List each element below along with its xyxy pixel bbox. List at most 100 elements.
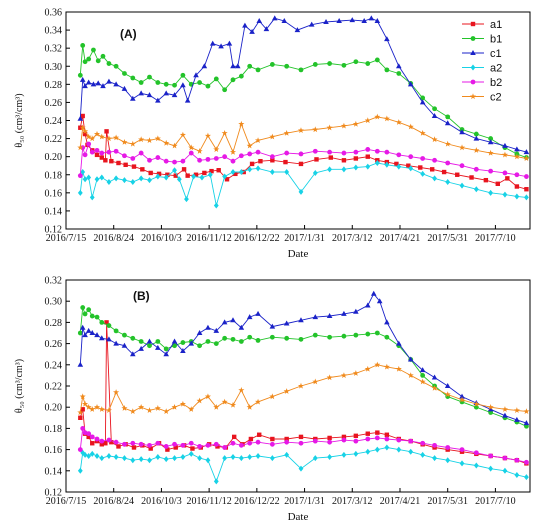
series-a1-point xyxy=(131,445,137,450)
series-c1-point xyxy=(384,319,390,325)
series-c1-point xyxy=(82,83,88,89)
series-c2-point xyxy=(255,137,262,143)
series-c2-point xyxy=(487,149,494,156)
series-c2-point xyxy=(340,372,347,378)
series-b2-point xyxy=(432,157,437,163)
series-c2-point xyxy=(238,387,245,393)
series-c1-point xyxy=(431,374,438,380)
series-b1-point xyxy=(341,62,347,68)
series-c1-point xyxy=(106,336,112,342)
series-b2-point xyxy=(188,150,194,156)
legend-label-b2: b2 xyxy=(490,77,502,89)
series-b2-point xyxy=(269,441,275,447)
series-a2-point xyxy=(163,174,169,181)
series-b1-point xyxy=(384,334,390,340)
series-b1-point xyxy=(77,330,83,336)
series-c1-point xyxy=(312,314,319,320)
series-c1-point xyxy=(361,18,368,24)
y-tick-label: 0.28 xyxy=(45,80,63,91)
y-tick-label: 0.14 xyxy=(45,466,63,477)
series-a2-point xyxy=(238,455,244,462)
series-b1-point xyxy=(163,346,169,352)
series-a2-point xyxy=(94,452,100,459)
series-b1-point xyxy=(113,328,119,334)
series-a2-point xyxy=(255,165,261,172)
series-c1-point xyxy=(242,22,248,28)
series-c1-point xyxy=(79,76,86,82)
series-a1-point xyxy=(233,171,238,177)
series-a2-line xyxy=(79,447,527,483)
series-a2-point xyxy=(312,455,318,462)
series-b1-point xyxy=(312,62,318,67)
series-a1-point xyxy=(483,177,489,183)
series-b1-point xyxy=(197,80,202,85)
series-c1-point xyxy=(155,97,161,103)
series-a2-point xyxy=(122,455,127,462)
series-c1-point xyxy=(77,115,84,121)
series-a1-point xyxy=(104,320,109,325)
series-c1-point xyxy=(113,340,119,346)
series-a2-point xyxy=(374,159,380,166)
y-tick-label: 0.12 xyxy=(45,225,63,236)
series-b2-point xyxy=(188,440,194,446)
series-a2-point xyxy=(374,446,380,453)
series-c2-point xyxy=(89,406,96,412)
series-b2-point xyxy=(365,436,371,442)
series-b2-point xyxy=(445,445,451,450)
series-c2-point xyxy=(82,128,89,134)
series-a2-point xyxy=(312,169,318,176)
series-a1-point xyxy=(283,159,288,165)
series-c1-point xyxy=(238,324,245,330)
series-a2-point xyxy=(365,448,371,455)
series-a2-point xyxy=(384,161,390,168)
series-a1-point xyxy=(375,430,380,435)
series-b1-point xyxy=(473,131,479,137)
legend: a1 b1 c1 a2 b2 c2 xyxy=(462,19,502,104)
series-a2-point xyxy=(353,164,359,171)
series-b1-point xyxy=(163,81,169,87)
series-b1-point xyxy=(213,76,219,82)
series-b1-point xyxy=(365,61,371,66)
series-c1-point xyxy=(85,79,92,85)
series-b2-point xyxy=(298,440,304,446)
series-b1-point xyxy=(284,63,290,69)
series-b2-point xyxy=(473,450,479,456)
series-b1-point xyxy=(222,335,228,341)
series-a1-point xyxy=(80,113,85,119)
y-tick-label: 0.18 xyxy=(45,424,63,435)
series-a1-point xyxy=(140,167,145,172)
series-b2-point xyxy=(247,151,253,157)
series-b2-point xyxy=(459,447,465,452)
x-tick-label: 2017/4/21 xyxy=(380,496,421,507)
x-tick-label: 2016/10/3 xyxy=(141,496,182,507)
series-b1-point xyxy=(230,336,236,342)
series-b1-point xyxy=(113,63,119,69)
series-c2-point xyxy=(312,126,319,133)
series-c2-point xyxy=(297,127,305,134)
series-c1-point xyxy=(269,323,276,329)
series-c2-point xyxy=(473,400,480,407)
series-a1-point xyxy=(165,447,170,452)
series-b1-point xyxy=(327,334,333,340)
series-a2-point xyxy=(524,474,529,481)
series-b1-line xyxy=(79,45,527,159)
series-a2-point xyxy=(473,462,479,469)
series-c2-point xyxy=(395,119,402,125)
series-b1-point xyxy=(94,314,100,320)
y-tick-label: 0.20 xyxy=(45,152,63,163)
series-c1-point xyxy=(368,15,375,21)
series-c1-point xyxy=(323,18,329,24)
series-a1-point xyxy=(365,154,370,159)
series-a1-point xyxy=(116,444,121,449)
series-a1-point xyxy=(231,434,237,440)
series-b1-point xyxy=(365,331,371,337)
series-a2-point xyxy=(82,451,88,458)
series-a1-point xyxy=(94,152,100,158)
series-b2-point xyxy=(77,447,83,452)
series-b2-point xyxy=(222,154,228,160)
series-a1-point xyxy=(455,172,460,177)
series-c1-point xyxy=(138,345,144,351)
series-a1-point xyxy=(190,446,195,451)
series-b2-point xyxy=(408,154,414,160)
y-tick-label: 0.32 xyxy=(45,276,63,287)
